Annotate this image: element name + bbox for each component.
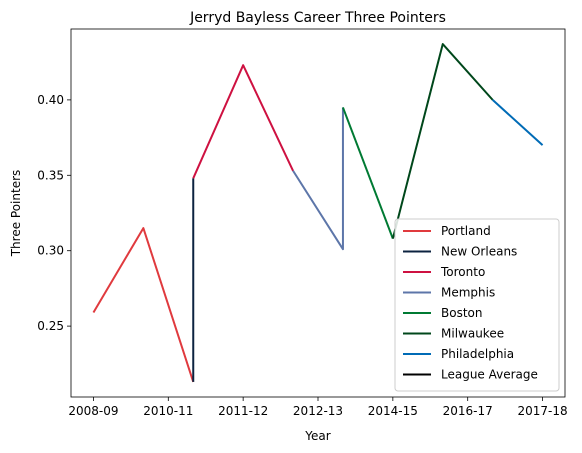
x-tick-label: 2016-17 [443,404,493,418]
legend-label: Portland [441,224,491,238]
plot-lines [92,43,544,383]
series-line-portland [92,227,195,383]
legend-label: Boston [441,306,482,320]
series-line-memphis [292,107,344,251]
x-tick-label: 2014-15 [368,404,418,418]
series-line-philadelphia [491,99,544,146]
x-tick-label: 2008-09 [68,404,118,418]
x-tick-label: 2017-18 [517,404,567,418]
x-axis-label: Year [304,429,330,443]
series-line-toronto [192,64,294,179]
y-axis-label: Three Pointers [9,170,23,258]
series-line-boston [342,107,394,239]
legend-label: League Average [441,368,538,382]
x-axis-ticks: 2008-09 2010-11 2011-12 2012-13 2014-15 2016-… [68,397,568,418]
y-axis-ticks: 0.25 0.30 0.35 0.40 [37,93,71,333]
x-tick-label: 2010-11 [143,404,193,418]
chart-title: Jerryd Bayless Career Three Pointers [189,10,446,26]
series-line-milwaukee [391,43,494,239]
y-tick-label: 0.40 [37,93,64,107]
legend-box [394,218,560,392]
legend-label: Philadelphia [441,347,514,361]
y-tick-label: 0.30 [37,244,64,258]
legend-label: Toronto [440,265,485,279]
legend: Portland New Orleans Toronto Memphis Boston M… [394,218,560,392]
y-tick-label: 0.35 [37,168,64,182]
x-tick-label: 2011-12 [218,404,268,418]
legend-label: Milwaukee [441,327,504,341]
x-tick-label: 2012-13 [293,404,343,418]
legend-label: Memphis [441,286,495,300]
legend-label: New Orleans [441,245,517,259]
y-tick-label: 0.25 [37,319,64,333]
